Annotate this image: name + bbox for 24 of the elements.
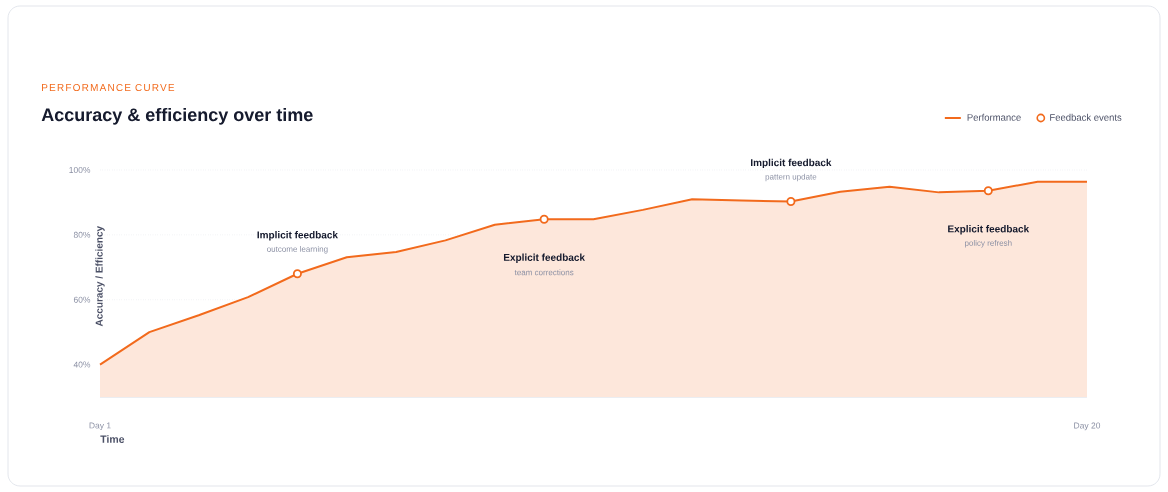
- annotation: policy refresh: [965, 240, 1012, 248]
- legend-label: Feedback events: [1050, 113, 1122, 121]
- annotation: outcome learning: [267, 246, 328, 254]
- text: Implicit feedback: [751, 158, 832, 169]
- point: [983, 186, 993, 196]
- y-tick-label: 60%: [73, 296, 91, 303]
- x-axis-title: Time: [100, 435, 125, 443]
- point: [292, 269, 302, 279]
- annotation: Explicit feedback: [503, 253, 585, 263]
- annotation: Explicit feedback: [948, 225, 1030, 235]
- y-tick-label: 80%: [73, 231, 91, 238]
- point: [786, 196, 796, 206]
- annotation: pattern update: [765, 173, 817, 182]
- y-axis-title: Accuracy / Efficiency: [95, 225, 105, 327]
- y-tick-label: 40%: [73, 361, 91, 368]
- y-tick-label: 100%: [69, 166, 91, 173]
- chart-title: Accuracy & efficiency over time: [41, 107, 313, 125]
- legend-label: Performance: [967, 113, 1021, 121]
- x-tick-label: Day 20: [1074, 422, 1101, 431]
- x-tick-label: Day 1: [89, 422, 111, 431]
- chart-subtitle: PERFORMANCE CURVE: [42, 84, 175, 92]
- annotation: Implicit feedback: [257, 231, 338, 241]
- annotation: team corrections: [514, 269, 574, 276]
- point: [539, 214, 549, 224]
